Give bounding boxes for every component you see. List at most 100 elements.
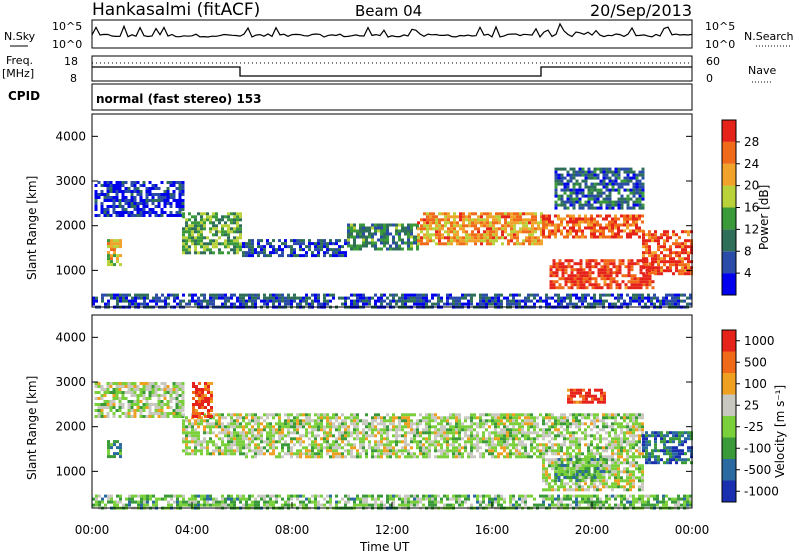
echo-cell xyxy=(512,422,515,425)
echo-cell xyxy=(389,224,392,227)
echo-cell xyxy=(224,297,227,300)
echo-cell xyxy=(317,300,320,303)
echo-cell xyxy=(575,413,578,416)
echo-cell xyxy=(182,413,185,416)
echo-cell xyxy=(251,239,254,242)
echo-cell xyxy=(374,233,377,236)
echo-cell xyxy=(634,286,637,289)
freq-label: Freq. xyxy=(6,54,33,67)
echo-cell xyxy=(560,443,563,446)
echo-cell xyxy=(134,294,137,297)
echo-cell xyxy=(530,449,533,452)
echo-cell xyxy=(626,425,629,428)
echo-cell xyxy=(113,202,116,205)
echo-cell xyxy=(167,294,170,297)
echo-cell xyxy=(170,202,173,205)
echo-cell xyxy=(221,215,224,218)
echo-cell xyxy=(431,440,434,443)
echo-cell xyxy=(569,215,572,218)
echo-cell xyxy=(116,196,119,199)
echo-cell xyxy=(215,434,218,437)
echo-cell xyxy=(296,449,299,452)
echo-cell xyxy=(621,183,624,186)
echo-cell xyxy=(203,428,206,431)
echo-cell xyxy=(242,242,245,245)
echo-cell xyxy=(398,416,401,419)
echo-cell xyxy=(627,201,630,204)
echo-cell xyxy=(483,236,486,239)
echo-cell xyxy=(308,449,311,452)
echo-cell xyxy=(557,434,560,437)
echo-cell xyxy=(596,446,599,449)
echo-cell xyxy=(582,192,585,195)
echo-cell xyxy=(383,294,386,297)
echo-cell xyxy=(443,431,446,434)
freq-unit: [MHz] xyxy=(2,67,34,80)
echo-cell xyxy=(567,180,570,183)
echo-cell xyxy=(146,294,149,297)
echo-cell xyxy=(525,218,528,221)
echo-cell xyxy=(534,227,537,230)
echo-cell xyxy=(666,230,669,233)
echo-cell xyxy=(623,221,626,224)
echo-cell xyxy=(609,198,612,201)
echo-cell xyxy=(149,190,152,193)
echo-cell xyxy=(434,425,437,428)
echo-cell xyxy=(209,440,212,443)
echo-cell xyxy=(470,294,473,297)
echo-cell xyxy=(578,221,581,224)
echo-cell xyxy=(119,388,122,391)
echo-cell xyxy=(254,428,257,431)
echo-cell xyxy=(495,212,498,215)
echo-cell xyxy=(245,446,248,449)
echo-cell xyxy=(407,413,410,416)
echo-cell xyxy=(611,227,614,230)
echo-cell xyxy=(281,455,284,458)
echo-cell xyxy=(632,464,635,467)
echo-cell xyxy=(137,181,140,184)
echo-cell xyxy=(236,419,239,422)
echo-cell xyxy=(398,422,401,425)
echo-cell xyxy=(239,416,242,419)
echo-cell xyxy=(581,221,584,224)
echo-cell xyxy=(443,437,446,440)
echo-cell xyxy=(488,413,491,416)
echo-cell xyxy=(642,260,645,263)
echo-cell xyxy=(564,177,567,180)
echo-cell xyxy=(260,245,263,248)
echo-cell xyxy=(645,248,648,251)
echo-cell xyxy=(248,419,251,422)
echo-cell xyxy=(185,416,188,419)
echo-cell xyxy=(613,277,616,280)
echo-cell xyxy=(588,177,591,180)
echo-cell xyxy=(290,425,293,428)
echo-cell xyxy=(648,230,651,233)
echo-cell xyxy=(164,397,167,400)
echo-cell xyxy=(212,212,215,215)
echo-cell xyxy=(569,452,572,455)
echo-cell xyxy=(308,239,311,242)
echo-cell xyxy=(675,245,678,248)
echo-cell xyxy=(182,202,185,205)
echo-cell xyxy=(392,300,395,303)
echo-cell xyxy=(548,419,551,422)
echo-cell xyxy=(632,455,635,458)
echo-cell xyxy=(344,431,347,434)
echo-cell xyxy=(462,218,465,221)
echo-cell xyxy=(317,239,320,242)
echo-cell xyxy=(362,230,365,233)
echo-cell xyxy=(567,174,570,177)
echo-cell xyxy=(515,428,518,431)
echo-cell xyxy=(257,254,260,257)
echo-cell xyxy=(410,437,413,440)
echo-cell xyxy=(530,440,533,443)
echo-cell xyxy=(338,251,341,254)
echo-cell xyxy=(595,283,598,286)
echo-cell xyxy=(224,294,227,297)
echo-cell xyxy=(467,440,470,443)
echo-cell xyxy=(618,201,621,204)
echo-cell xyxy=(176,403,179,406)
echo-cell xyxy=(537,242,540,245)
echo-cell xyxy=(341,425,344,428)
